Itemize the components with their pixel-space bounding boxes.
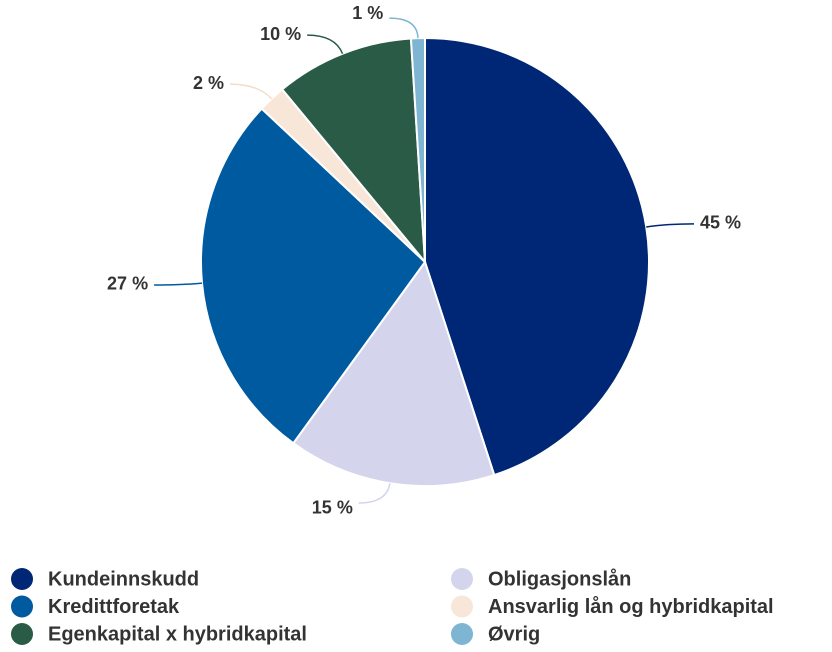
- legend-label: Kredittforetak: [48, 596, 180, 618]
- leader-line: [646, 223, 694, 228]
- data-label: 45 %: [700, 213, 741, 233]
- leader-line: [307, 34, 344, 55]
- legend-label: Øvrig: [488, 623, 540, 645]
- legend-swatch: [451, 623, 473, 645]
- legend-swatch: [451, 595, 473, 618]
- leader-line: [358, 483, 391, 504]
- pie-slice: [424, 36, 650, 477]
- legend-label: Kundeinnskudd: [48, 568, 199, 590]
- legend-swatch: [11, 623, 33, 645]
- pie-slice: [200, 107, 427, 445]
- legend-swatch: [451, 568, 473, 590]
- legend-label: Obligasjonslån: [488, 567, 631, 590]
- legend-swatch: [11, 568, 33, 590]
- legend-label: Egenkapital x hybridkapital: [48, 623, 307, 645]
- leader-line: [229, 83, 273, 100]
- data-label: 2 %: [193, 73, 224, 93]
- legend-label: Ansvarlig lån og hybridkapital: [488, 595, 774, 618]
- data-label: 27 %: [107, 274, 148, 294]
- leader-line: [154, 282, 203, 286]
- leader-line: [389, 17, 419, 39]
- data-label: 15 %: [312, 498, 353, 518]
- data-label: 1 %: [352, 3, 383, 23]
- legend-swatch: [11, 595, 33, 618]
- data-label: 10 %: [260, 24, 301, 44]
- pie-slice: [291, 259, 496, 487]
